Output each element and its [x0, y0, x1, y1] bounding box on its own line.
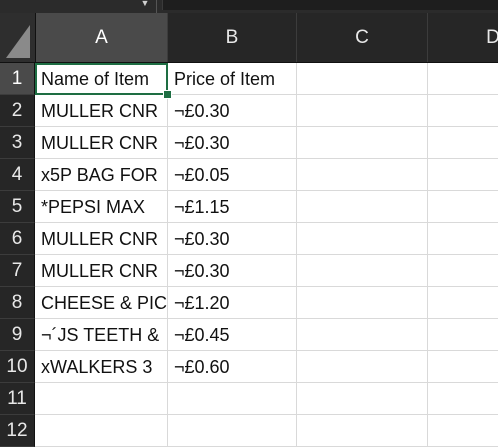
cell-d10[interactable] [428, 351, 498, 383]
cell-d12[interactable] [428, 415, 498, 447]
cell-a11[interactable] [35, 383, 168, 415]
column-header-b[interactable]: B [168, 13, 297, 62]
cell-d7[interactable] [428, 255, 498, 287]
cell-b11[interactable] [168, 383, 297, 415]
cell-a4[interactable]: x5P BAG FOR [35, 159, 168, 191]
cell-d2[interactable] [428, 95, 498, 127]
cell-d1[interactable] [428, 63, 498, 95]
table-row: *PEPSI MAX ¬£1.15 [35, 191, 498, 223]
cell-c2[interactable] [297, 95, 428, 127]
cell-a5[interactable]: *PEPSI MAX [35, 191, 168, 223]
cell-c4[interactable] [297, 159, 428, 191]
cell-b1[interactable]: Price of Item [168, 63, 297, 95]
cell-c1[interactable] [297, 63, 428, 95]
cell-b6[interactable]: ¬£0.30 [168, 223, 297, 255]
formula-bar-divider [156, 0, 157, 13]
table-row [35, 415, 498, 447]
cell-c9[interactable] [297, 319, 428, 351]
table-row: x5P BAG FOR ¬£0.05 [35, 159, 498, 191]
cell-c3[interactable] [297, 127, 428, 159]
table-row: MULLER CNR ¬£0.30 [35, 223, 498, 255]
row-header-11[interactable]: 11 [0, 383, 35, 415]
column-header-d[interactable]: D [428, 13, 498, 62]
cell-b7[interactable]: ¬£0.30 [168, 255, 297, 287]
row-header-3[interactable]: 3 [0, 127, 35, 159]
column-header-c[interactable]: C [297, 13, 428, 62]
column-header-bar: A B C D [0, 13, 498, 63]
table-row: MULLER CNR ¬£0.30 [35, 127, 498, 159]
cell-b12[interactable] [168, 415, 297, 447]
cell-c7[interactable] [297, 255, 428, 287]
select-all-icon[interactable] [0, 13, 36, 62]
cell-c10[interactable] [297, 351, 428, 383]
cell-d4[interactable] [428, 159, 498, 191]
cell-d6[interactable] [428, 223, 498, 255]
cell-a12[interactable] [35, 415, 168, 447]
row-header-10[interactable]: 10 [0, 351, 35, 383]
row-header-12[interactable]: 12 [0, 415, 35, 447]
fill-handle[interactable] [163, 90, 172, 99]
cell-a7[interactable]: MULLER CNR [35, 255, 168, 287]
formula-bar: ▼ [0, 0, 498, 13]
table-row: Name of Item Price of Item [35, 63, 498, 95]
cell-d5[interactable] [428, 191, 498, 223]
chevron-down-icon[interactable]: ▼ [140, 0, 150, 8]
row-header-8[interactable]: 8 [0, 287, 35, 319]
row-header-1[interactable]: 1 [0, 63, 35, 95]
cell-b8[interactable]: ¬£1.20 [168, 287, 297, 319]
cell-b3[interactable]: ¬£0.30 [168, 127, 297, 159]
cell-a10[interactable]: xWALKERS 3 [35, 351, 168, 383]
formula-input[interactable] [162, 0, 498, 10]
table-row: MULLER CNR ¬£0.30 [35, 95, 498, 127]
row-header-6[interactable]: 6 [0, 223, 35, 255]
cell-b9[interactable]: ¬£0.45 [168, 319, 297, 351]
cell-d9[interactable] [428, 319, 498, 351]
cell-d3[interactable] [428, 127, 498, 159]
cell-a2[interactable]: MULLER CNR [35, 95, 168, 127]
cell-c6[interactable] [297, 223, 428, 255]
row-header-7[interactable]: 7 [0, 255, 35, 287]
table-row: CHEESE & PIC ¬£1.20 [35, 287, 498, 319]
row-header-9[interactable]: 9 [0, 319, 35, 351]
row-header-4[interactable]: 4 [0, 159, 35, 191]
table-row [35, 383, 498, 415]
cell-b4[interactable]: ¬£0.05 [168, 159, 297, 191]
cell-c5[interactable] [297, 191, 428, 223]
cell-a3[interactable]: MULLER CNR [35, 127, 168, 159]
cell-c11[interactable] [297, 383, 428, 415]
cell-b2[interactable]: ¬£0.30 [168, 95, 297, 127]
cell-c8[interactable] [297, 287, 428, 319]
column-header-a[interactable]: A [36, 13, 168, 62]
table-row: MULLER CNR ¬£0.30 [35, 255, 498, 287]
cell-c12[interactable] [297, 415, 428, 447]
row-header-5[interactable]: 5 [0, 191, 35, 223]
table-row: xWALKERS 3 ¬£0.60 [35, 351, 498, 383]
table-row: ¬´JS TEETH & ¬£0.45 [35, 319, 498, 351]
cell-d11[interactable] [428, 383, 498, 415]
cell-b5[interactable]: ¬£1.15 [168, 191, 297, 223]
cell-a1[interactable]: Name of Item [35, 63, 168, 95]
cell-a6[interactable]: MULLER CNR [35, 223, 168, 255]
cell-a9[interactable]: ¬´JS TEETH & [35, 319, 168, 351]
cell-d8[interactable] [428, 287, 498, 319]
cell-a8[interactable]: CHEESE & PIC [35, 287, 168, 319]
cell-b10[interactable]: ¬£0.60 [168, 351, 297, 383]
row-header-2[interactable]: 2 [0, 95, 35, 127]
